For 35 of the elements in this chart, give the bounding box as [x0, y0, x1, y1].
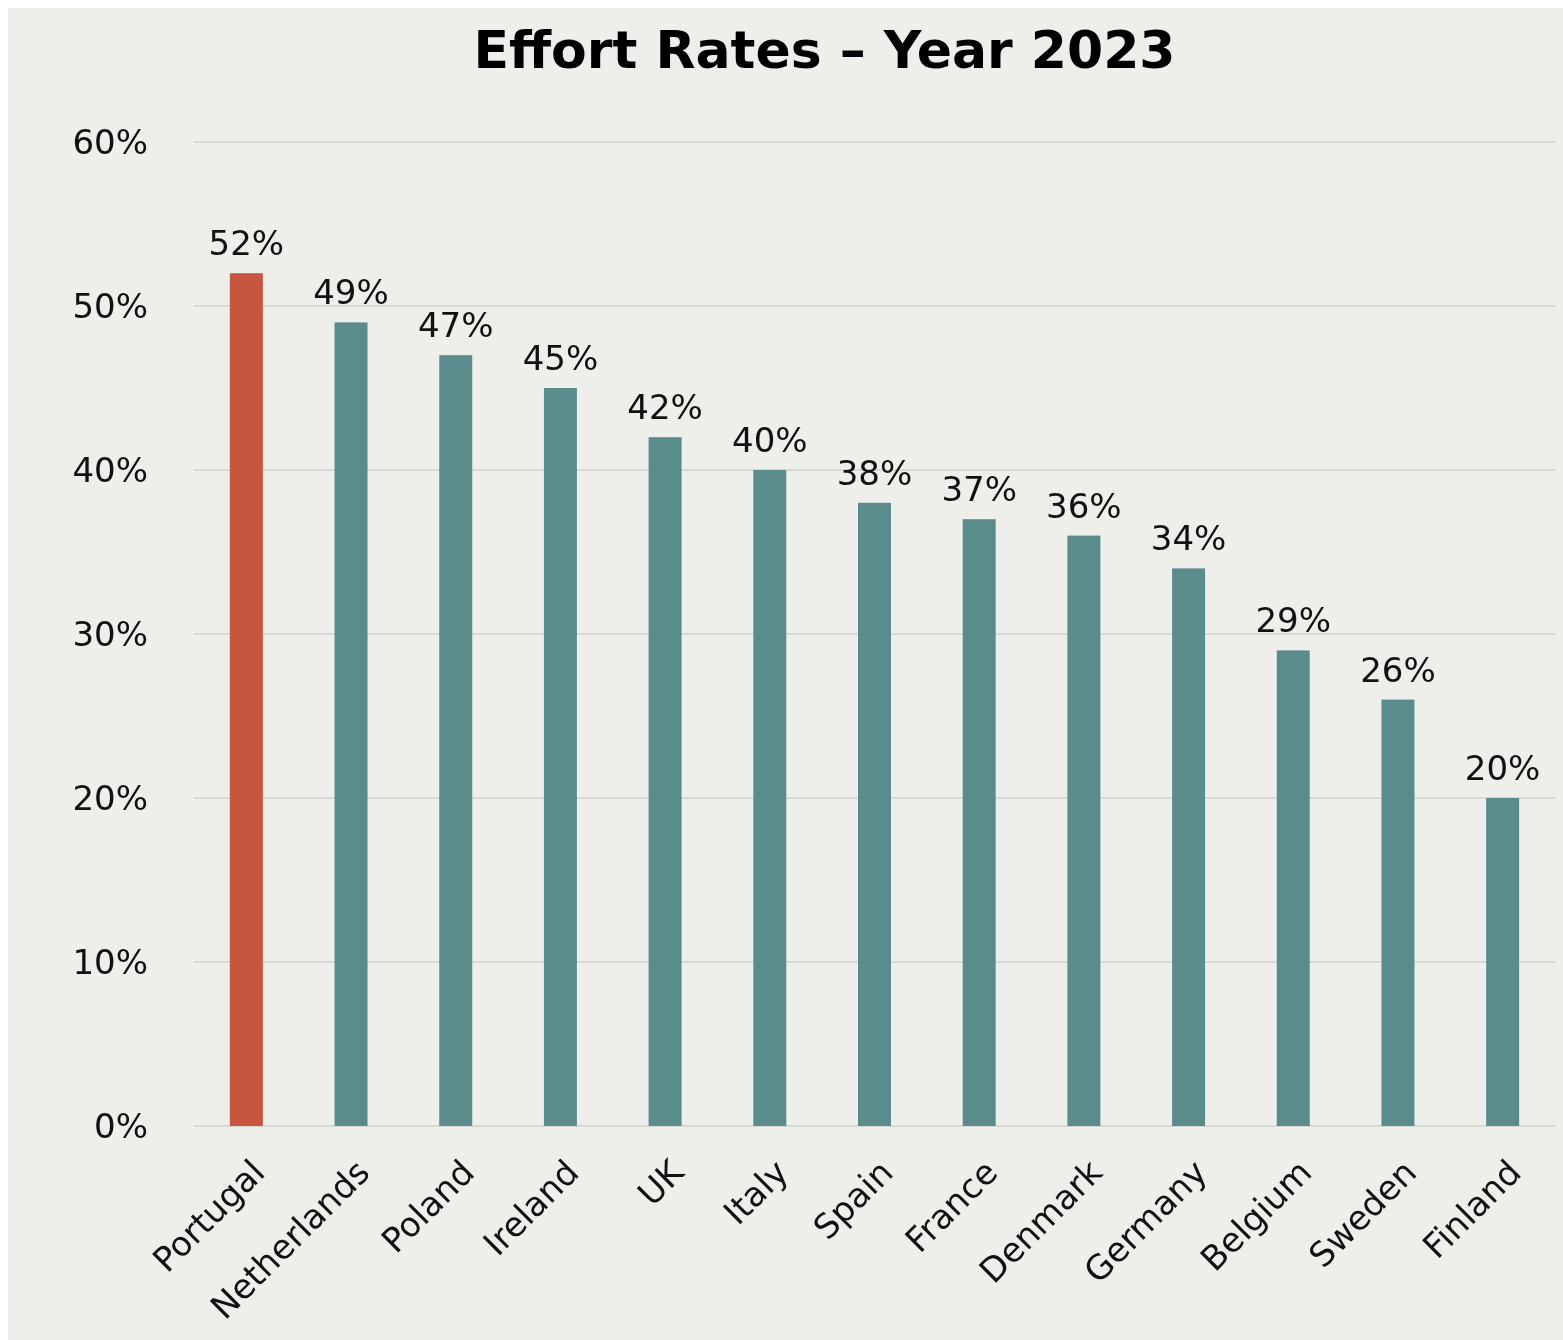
data-label: 29% [1255, 600, 1332, 641]
bar [229, 273, 263, 1126]
bar [962, 519, 996, 1126]
data-label: 34% [1150, 518, 1227, 559]
data-label: 20% [1464, 748, 1541, 788]
bar [1067, 535, 1101, 1126]
data-label: 45% [522, 338, 599, 378]
y-tick-label: 40% [72, 449, 148, 490]
y-tick-label: 10% [72, 941, 148, 982]
bar [1276, 650, 1310, 1126]
data-label: 52% [208, 223, 285, 264]
bar [1486, 798, 1520, 1126]
data-label: 49% [313, 272, 389, 313]
y-tick-label: 0% [94, 1105, 148, 1146]
bar [543, 388, 577, 1126]
data-label: 38% [836, 452, 913, 493]
bar [753, 470, 787, 1126]
chart-title: Effort Rates – Year 2023 [473, 20, 1176, 80]
y-tick-label: 30% [72, 613, 148, 654]
bar [439, 355, 473, 1126]
x-tick-label: UK [629, 1150, 693, 1214]
bar [1381, 699, 1415, 1126]
data-label: 36% [1046, 485, 1122, 526]
bar [858, 502, 891, 1126]
bar [1172, 568, 1206, 1126]
data-label: 40% [732, 420, 808, 460]
data-label: 37% [941, 469, 1017, 510]
y-tick-label: 50% [72, 285, 148, 326]
y-tick-label: 20% [72, 777, 148, 818]
y-tick-label: 60% [72, 121, 148, 162]
data-label: 47% [417, 305, 494, 346]
data-label: 42% [627, 387, 703, 428]
bar [648, 437, 682, 1126]
data-label: 26% [1360, 649, 1436, 690]
bar [334, 322, 368, 1126]
